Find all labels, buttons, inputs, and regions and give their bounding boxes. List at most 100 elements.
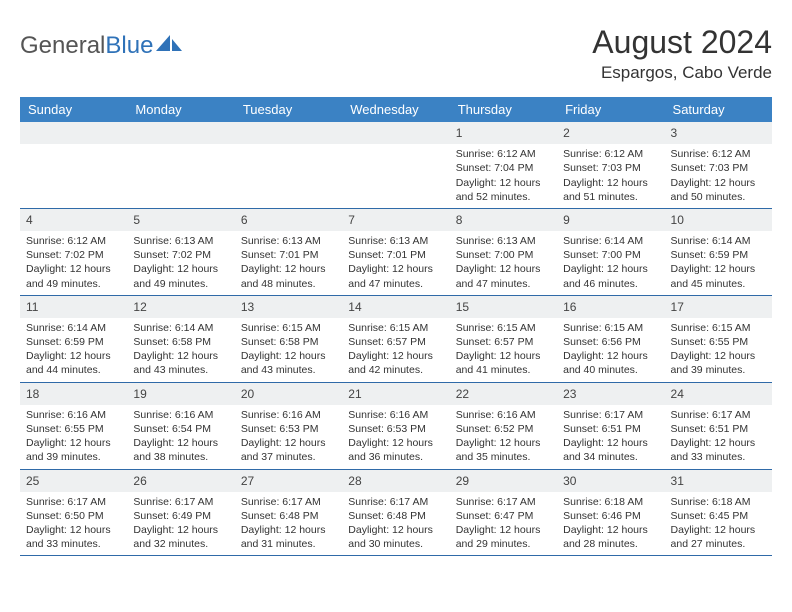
day-details: Sunrise: 6:16 AMSunset: 6:54 PMDaylight:… bbox=[127, 405, 234, 469]
day-details: Sunrise: 6:17 AMSunset: 6:51 PMDaylight:… bbox=[557, 405, 664, 469]
day-details: Sunrise: 6:16 AMSunset: 6:53 PMDaylight:… bbox=[235, 405, 342, 469]
calendar-cell: 29Sunrise: 6:17 AMSunset: 6:47 PMDayligh… bbox=[450, 469, 557, 556]
daylight-text: Daylight: 12 hours bbox=[133, 349, 228, 363]
daylight-text: and 47 minutes. bbox=[348, 277, 443, 291]
sunset-text: Sunset: 6:58 PM bbox=[133, 335, 228, 349]
sunset-text: Sunset: 6:53 PM bbox=[241, 422, 336, 436]
day-details: Sunrise: 6:15 AMSunset: 6:57 PMDaylight:… bbox=[342, 318, 449, 382]
sunrise-text: Sunrise: 6:14 AM bbox=[563, 234, 658, 248]
sunrise-text: Sunrise: 6:14 AM bbox=[26, 321, 121, 335]
day-number: 26 bbox=[127, 470, 234, 492]
daylight-text: and 31 minutes. bbox=[241, 537, 336, 551]
daylight-text: Daylight: 12 hours bbox=[133, 523, 228, 537]
day-number: 1 bbox=[450, 122, 557, 144]
day-number: 15 bbox=[450, 296, 557, 318]
calendar-cell: 6Sunrise: 6:13 AMSunset: 7:01 PMDaylight… bbox=[235, 208, 342, 295]
day-number: 13 bbox=[235, 296, 342, 318]
calendar-cell: 11Sunrise: 6:14 AMSunset: 6:59 PMDayligh… bbox=[20, 295, 127, 382]
weekday-header: Thursday bbox=[450, 97, 557, 122]
sunset-text: Sunset: 6:48 PM bbox=[348, 509, 443, 523]
day-details: Sunrise: 6:15 AMSunset: 6:56 PMDaylight:… bbox=[557, 318, 664, 382]
sunset-text: Sunset: 6:59 PM bbox=[26, 335, 121, 349]
sunset-text: Sunset: 7:02 PM bbox=[26, 248, 121, 262]
sunset-text: Sunset: 6:50 PM bbox=[26, 509, 121, 523]
daylight-text: Daylight: 12 hours bbox=[26, 262, 121, 276]
calendar-row: 11Sunrise: 6:14 AMSunset: 6:59 PMDayligh… bbox=[20, 295, 772, 382]
weekday-header: Sunday bbox=[20, 97, 127, 122]
sunset-text: Sunset: 7:03 PM bbox=[563, 161, 658, 175]
day-details: Sunrise: 6:17 AMSunset: 6:51 PMDaylight:… bbox=[665, 405, 772, 469]
calendar-cell: 4Sunrise: 6:12 AMSunset: 7:02 PMDaylight… bbox=[20, 208, 127, 295]
daylight-text: Daylight: 12 hours bbox=[456, 176, 551, 190]
daylight-text: Daylight: 12 hours bbox=[563, 176, 658, 190]
daylight-text: Daylight: 12 hours bbox=[671, 176, 766, 190]
calendar-cell: 3Sunrise: 6:12 AMSunset: 7:03 PMDaylight… bbox=[665, 122, 772, 208]
day-details: Sunrise: 6:14 AMSunset: 6:59 PMDaylight:… bbox=[665, 231, 772, 295]
sunset-text: Sunset: 6:47 PM bbox=[456, 509, 551, 523]
daylight-text: and 46 minutes. bbox=[563, 277, 658, 291]
sunset-text: Sunset: 6:51 PM bbox=[671, 422, 766, 436]
day-number: 24 bbox=[665, 383, 772, 405]
sunrise-text: Sunrise: 6:17 AM bbox=[348, 495, 443, 509]
calendar-row: 4Sunrise: 6:12 AMSunset: 7:02 PMDaylight… bbox=[20, 208, 772, 295]
logo-sail-icon bbox=[156, 32, 182, 60]
day-number: 10 bbox=[665, 209, 772, 231]
sunrise-text: Sunrise: 6:15 AM bbox=[241, 321, 336, 335]
daylight-text: and 37 minutes. bbox=[241, 450, 336, 464]
calendar-cell bbox=[342, 122, 449, 208]
day-details: Sunrise: 6:18 AMSunset: 6:46 PMDaylight:… bbox=[557, 492, 664, 556]
daylight-text: Daylight: 12 hours bbox=[456, 262, 551, 276]
daylight-text: and 52 minutes. bbox=[456, 190, 551, 204]
sunset-text: Sunset: 6:55 PM bbox=[26, 422, 121, 436]
sunset-text: Sunset: 6:51 PM bbox=[563, 422, 658, 436]
calendar-cell: 17Sunrise: 6:15 AMSunset: 6:55 PMDayligh… bbox=[665, 295, 772, 382]
daylight-text: and 48 minutes. bbox=[241, 277, 336, 291]
calendar-cell: 31Sunrise: 6:18 AMSunset: 6:45 PMDayligh… bbox=[665, 469, 772, 556]
day-number: 5 bbox=[127, 209, 234, 231]
sunset-text: Sunset: 6:52 PM bbox=[456, 422, 551, 436]
logo: GeneralBlue bbox=[20, 32, 182, 60]
calendar-cell: 10Sunrise: 6:14 AMSunset: 6:59 PMDayligh… bbox=[665, 208, 772, 295]
daylight-text: and 42 minutes. bbox=[348, 363, 443, 377]
daylight-text: Daylight: 12 hours bbox=[348, 436, 443, 450]
calendar-cell: 9Sunrise: 6:14 AMSunset: 7:00 PMDaylight… bbox=[557, 208, 664, 295]
day-number: 30 bbox=[557, 470, 664, 492]
daylight-text: Daylight: 12 hours bbox=[563, 436, 658, 450]
daylight-text: and 27 minutes. bbox=[671, 537, 766, 551]
day-details: Sunrise: 6:13 AMSunset: 7:01 PMDaylight:… bbox=[342, 231, 449, 295]
daylight-text: Daylight: 12 hours bbox=[26, 523, 121, 537]
calendar-cell: 13Sunrise: 6:15 AMSunset: 6:58 PMDayligh… bbox=[235, 295, 342, 382]
day-details: Sunrise: 6:17 AMSunset: 6:49 PMDaylight:… bbox=[127, 492, 234, 556]
sunrise-text: Sunrise: 6:18 AM bbox=[671, 495, 766, 509]
day-number: 18 bbox=[20, 383, 127, 405]
calendar-cell: 24Sunrise: 6:17 AMSunset: 6:51 PMDayligh… bbox=[665, 382, 772, 469]
calendar-cell: 25Sunrise: 6:17 AMSunset: 6:50 PMDayligh… bbox=[20, 469, 127, 556]
day-number: 17 bbox=[665, 296, 772, 318]
daylight-text: and 39 minutes. bbox=[671, 363, 766, 377]
sunset-text: Sunset: 7:01 PM bbox=[348, 248, 443, 262]
calendar-cell: 7Sunrise: 6:13 AMSunset: 7:01 PMDaylight… bbox=[342, 208, 449, 295]
day-details: Sunrise: 6:13 AMSunset: 7:00 PMDaylight:… bbox=[450, 231, 557, 295]
daylight-text: and 35 minutes. bbox=[456, 450, 551, 464]
sunrise-text: Sunrise: 6:17 AM bbox=[671, 408, 766, 422]
daylight-text: and 40 minutes. bbox=[563, 363, 658, 377]
calendar-cell bbox=[20, 122, 127, 208]
day-details: Sunrise: 6:17 AMSunset: 6:48 PMDaylight:… bbox=[235, 492, 342, 556]
daylight-text: and 38 minutes. bbox=[133, 450, 228, 464]
daylight-text: Daylight: 12 hours bbox=[26, 436, 121, 450]
logo-text-blue: Blue bbox=[105, 32, 153, 60]
daylight-text: and 49 minutes. bbox=[133, 277, 228, 291]
daylight-text: and 41 minutes. bbox=[456, 363, 551, 377]
daylight-text: and 33 minutes. bbox=[671, 450, 766, 464]
sunrise-text: Sunrise: 6:13 AM bbox=[456, 234, 551, 248]
day-details: Sunrise: 6:15 AMSunset: 6:58 PMDaylight:… bbox=[235, 318, 342, 382]
sunrise-text: Sunrise: 6:15 AM bbox=[563, 321, 658, 335]
day-number: 21 bbox=[342, 383, 449, 405]
calendar-cell bbox=[127, 122, 234, 208]
sunset-text: Sunset: 6:56 PM bbox=[563, 335, 658, 349]
calendar-cell: 27Sunrise: 6:17 AMSunset: 6:48 PMDayligh… bbox=[235, 469, 342, 556]
sunrise-text: Sunrise: 6:16 AM bbox=[241, 408, 336, 422]
day-details: Sunrise: 6:14 AMSunset: 6:58 PMDaylight:… bbox=[127, 318, 234, 382]
daylight-text: Daylight: 12 hours bbox=[241, 523, 336, 537]
daylight-text: Daylight: 12 hours bbox=[671, 349, 766, 363]
